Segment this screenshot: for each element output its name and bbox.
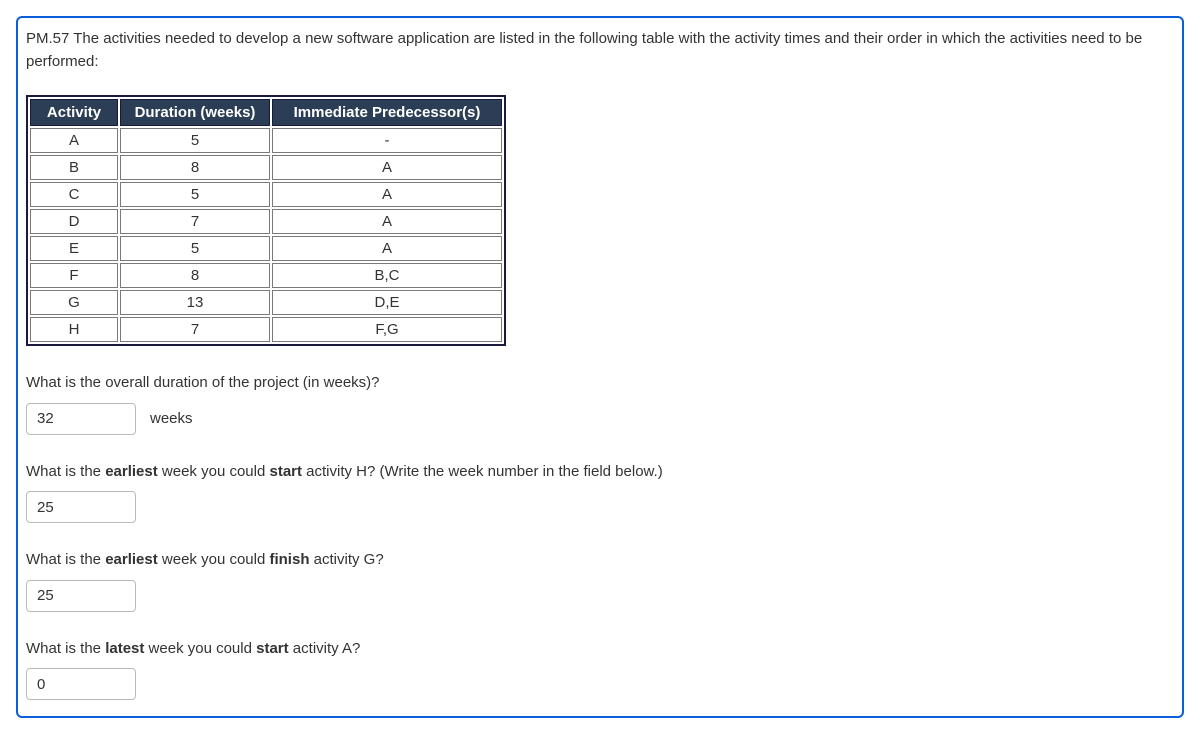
activity-table: Activity Duration (weeks) Immediate Pred… <box>26 95 506 346</box>
table-row: D7A <box>30 209 502 234</box>
q2-bold1: earliest <box>105 463 158 480</box>
q3-suffix: activity G? <box>309 551 383 568</box>
q2-suffix: activity H? (Write the week number in th… <box>302 463 663 480</box>
q4-answer-row <box>26 668 1174 700</box>
q2-input[interactable] <box>26 491 136 523</box>
q3-mid: week you could <box>158 551 270 568</box>
table-row: B8A <box>30 155 502 180</box>
col-activity: Activity <box>30 99 118 126</box>
table-cell: 7 <box>120 209 270 234</box>
question-intro: PM.57 The activities needed to develop a… <box>26 28 1174 73</box>
q2-answer-row <box>26 491 1174 523</box>
q4-bold2: start <box>256 640 289 657</box>
q4-mid: week you could <box>144 640 256 657</box>
table-cell: A <box>30 128 118 153</box>
q3-input[interactable] <box>26 580 136 612</box>
table-row: F8B,C <box>30 263 502 288</box>
table-cell: B <box>30 155 118 180</box>
col-duration: Duration (weeks) <box>120 99 270 126</box>
q3-prefix: What is the <box>26 551 105 568</box>
table-row: A5- <box>30 128 502 153</box>
col-predecessor: Immediate Predecessor(s) <box>272 99 502 126</box>
table-row: E5A <box>30 236 502 261</box>
q1-input[interactable] <box>26 403 136 435</box>
table-cell: C <box>30 182 118 207</box>
q2-mid: week you could <box>158 463 270 480</box>
table-cell: 8 <box>120 263 270 288</box>
q4-text: What is the latest week you could start … <box>26 638 1174 661</box>
table-cell: 5 <box>120 182 270 207</box>
q2-bold2: start <box>269 463 302 480</box>
q3-text: What is the earliest week you could fini… <box>26 549 1174 572</box>
q1-answer-row: weeks <box>26 403 1174 435</box>
q1-text: What is the overall duration of the proj… <box>26 372 1174 395</box>
q2-text: What is the earliest week you could star… <box>26 461 1174 484</box>
q3-bold1: earliest <box>105 551 158 568</box>
table-cell: D,E <box>272 290 502 315</box>
table-cell: F,G <box>272 317 502 342</box>
table-header-row: Activity Duration (weeks) Immediate Pred… <box>30 99 502 126</box>
q2-prefix: What is the <box>26 463 105 480</box>
table-row: G13D,E <box>30 290 502 315</box>
table-cell: H <box>30 317 118 342</box>
table-cell: - <box>272 128 502 153</box>
table-cell: A <box>272 236 502 261</box>
table-cell: D <box>30 209 118 234</box>
table-cell: 8 <box>120 155 270 180</box>
q4-input[interactable] <box>26 668 136 700</box>
table-cell: A <box>272 209 502 234</box>
table-cell: 5 <box>120 128 270 153</box>
table-cell: B,C <box>272 263 502 288</box>
q1-unit: weeks <box>150 410 193 427</box>
table-cell: G <box>30 290 118 315</box>
table-cell: A <box>272 182 502 207</box>
question-frame: PM.57 The activities needed to develop a… <box>16 16 1184 718</box>
table-cell: F <box>30 263 118 288</box>
table-row: C5A <box>30 182 502 207</box>
q3-bold2: finish <box>269 551 309 568</box>
q3-answer-row <box>26 580 1174 612</box>
table-cell: 7 <box>120 317 270 342</box>
q4-suffix: activity A? <box>289 640 361 657</box>
table-cell: A <box>272 155 502 180</box>
q4-bold1: latest <box>105 640 144 657</box>
q4-prefix: What is the <box>26 640 105 657</box>
table-cell: E <box>30 236 118 261</box>
table-row: H7F,G <box>30 317 502 342</box>
table-cell: 13 <box>120 290 270 315</box>
table-cell: 5 <box>120 236 270 261</box>
